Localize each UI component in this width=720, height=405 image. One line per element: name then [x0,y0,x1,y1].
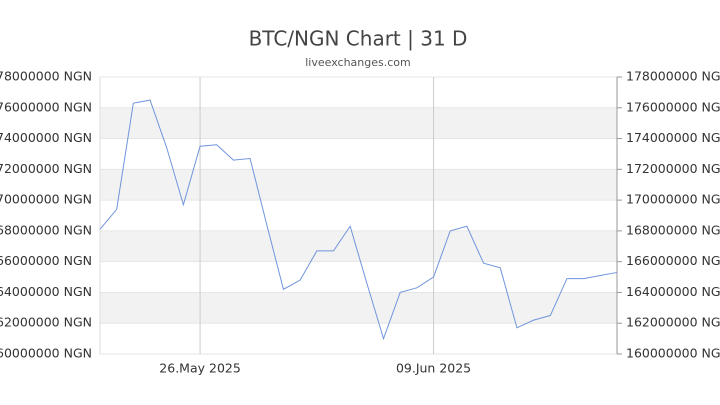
y2-tick-label: 166000000 NGN [626,253,720,268]
y2-tick-label: 174000000 NGN [626,130,720,145]
y2-tick-label: 162000000 NGN [626,315,720,330]
y-tick-label: 170000000 NGN [0,192,92,207]
y-tick-label: 174000000 NGN [0,130,92,145]
y2-tick-label: 170000000 NGN [626,192,720,207]
grid-band [100,230,617,262]
y-tick-label: 178000000 NGN [0,69,92,84]
y-tick-label: 160000000 NGN [0,346,92,361]
x-tick-label: 09.Jun 2025 [396,361,471,376]
chart-title: BTC/NGN Chart | 31 D [249,27,468,51]
y2-tick-label: 160000000 NGN [626,346,720,361]
y2-tick-label: 168000000 NGN [626,222,720,237]
y2-tick-label: 178000000 NGN [626,69,720,84]
y-tick-label: 172000000 NGN [0,161,92,176]
chart-subtitle: liveexchanges.com [305,56,410,69]
y-tick-label: 162000000 NGN [0,315,92,330]
price-line [99,99,618,341]
grid-band [100,292,617,324]
grid-band [100,107,617,139]
y-tick-label: 176000000 NGN [0,99,92,114]
y-tick-label: 164000000 NGN [0,284,92,299]
y2-tick-label: 172000000 NGN [626,161,720,176]
y-tick-label: 166000000 NGN [0,253,92,268]
y-tick-label: 168000000 NGN [0,222,92,237]
y2-tick-label: 176000000 NGN [626,99,720,114]
x-tick-label: 26.May 2025 [159,361,241,376]
y2-tick-label: 164000000 NGN [626,284,720,299]
